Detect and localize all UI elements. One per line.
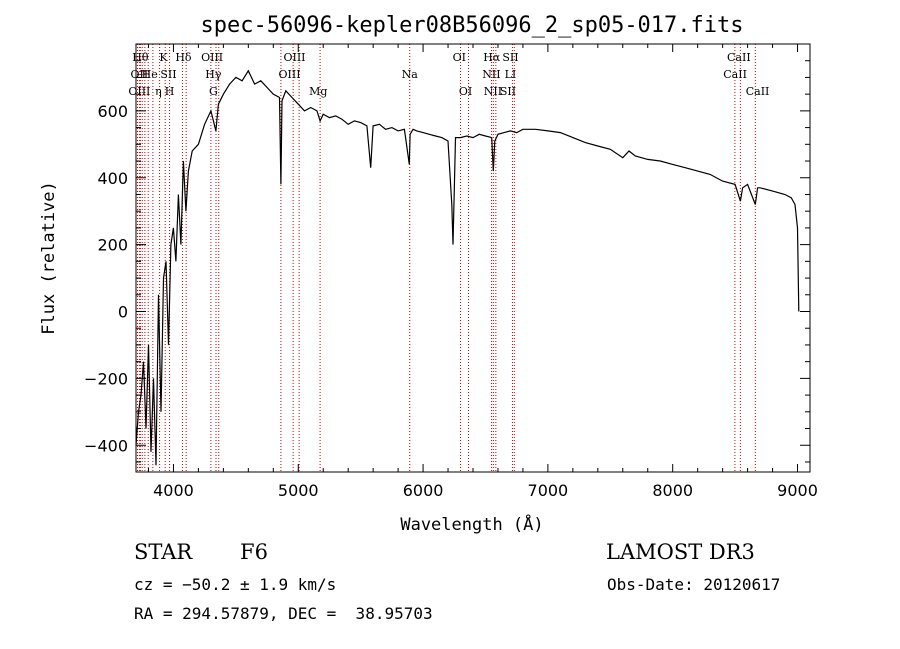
chart-title: spec-56096-kepler08B56096_2_sp05-017.fit…: [200, 13, 743, 38]
y-axis-label: Flux (relative): [39, 181, 59, 335]
y-tick-label: 600: [97, 102, 128, 121]
spectral-line-label: Mg: [309, 85, 327, 98]
y-tick-label: 400: [97, 169, 128, 188]
x-axis-label: Wavelength (Å): [400, 513, 543, 535]
spectral-line-label: OIII: [278, 68, 300, 81]
spectral-line-label: SII: [160, 68, 176, 81]
spectral-line-label: OII: [131, 68, 149, 81]
spectral-line-label: Hγ: [205, 68, 222, 81]
spectral-line-label: Hα: [483, 51, 501, 64]
spectral-line-label: η: [155, 85, 162, 98]
spectral-line-label: CaII: [727, 51, 751, 64]
spectral-line-label: K: [159, 51, 168, 64]
spectral-line-label: LI: [505, 68, 517, 81]
x-tick-label: 4000: [153, 481, 194, 500]
spectral-line-label: OIII: [283, 51, 305, 64]
spectrum-series-line: [135, 69, 800, 466]
spectral-line-label: He: [142, 68, 158, 81]
spectral-line-label: OI: [459, 85, 472, 98]
spectral-line-label: SII: [502, 51, 518, 64]
spectral-line-label: OI: [453, 51, 466, 64]
y-tick-label: 200: [97, 236, 128, 255]
x-tick-label: 6000: [403, 481, 444, 500]
spectral-line-label: Hθ: [132, 51, 149, 64]
spectral-line-label: CaII: [746, 85, 770, 98]
spectral-line-label: SII: [500, 85, 516, 98]
spectral-line-label: Hδ: [175, 51, 192, 64]
object-type: STAR: [134, 540, 193, 564]
subclass: F6: [240, 540, 268, 564]
plot-frame: [135, 43, 811, 473]
y-tick-label: −400: [84, 436, 128, 455]
spectral-line-label: NII: [484, 85, 502, 98]
x-axis-ticks: 4000 5000 6000 7000 8000 9000: [147, 44, 818, 500]
x-tick-label: 8000: [652, 481, 693, 500]
spectral-line-markers: [136, 44, 756, 472]
y-tick-label: 0: [118, 303, 128, 322]
obs-date: Obs-Date: 20120617: [607, 575, 781, 594]
spectral-line-label: OIII: [128, 85, 150, 98]
spectral-line-label: H: [165, 85, 175, 98]
spectral-line-label: Na: [402, 68, 419, 81]
y-axis-ticks: −400 −200 0 200 400 600: [84, 60, 810, 463]
survey-name: LAMOST DR3: [606, 540, 755, 564]
x-tick-label: 5000: [278, 481, 319, 500]
redshift-text: cz = −50.2 ± 1.9 km/s: [134, 575, 337, 594]
y-tick-label: −200: [84, 369, 128, 388]
x-tick-label: 9000: [777, 481, 818, 500]
spectral-line-label: G: [209, 85, 218, 98]
spectral-line-label: OIII: [201, 51, 223, 64]
x-tick-label: 7000: [528, 481, 569, 500]
spectral-line-label: NII: [482, 68, 500, 81]
coordinates-text: RA = 294.57879, DEC = 38.95703: [134, 604, 433, 623]
spectral-line-label: CaII: [723, 68, 747, 81]
